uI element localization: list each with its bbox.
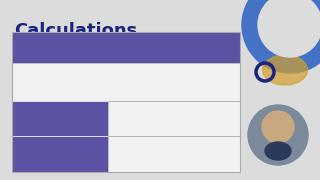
Circle shape [248,105,308,165]
FancyBboxPatch shape [12,32,240,63]
Text: 1.1992: 1.1992 [161,150,187,159]
FancyBboxPatch shape [12,136,108,172]
FancyBboxPatch shape [108,101,240,136]
FancyBboxPatch shape [108,136,240,172]
Text: K1: K1 [55,114,65,123]
FancyBboxPatch shape [12,101,108,136]
Ellipse shape [265,142,291,160]
Circle shape [242,0,320,73]
Text: Calculations: Calculations [14,22,137,40]
Text: 0.8376: 0.8376 [161,114,187,123]
Text: K = y/x = Psat/P: K = y/x = Psat/P [85,77,167,86]
Text: K2: K2 [55,150,65,159]
Ellipse shape [262,55,308,85]
Text: From Raoult's law: From Raoult's law [95,44,157,50]
Circle shape [258,0,320,57]
Circle shape [262,111,294,143]
FancyBboxPatch shape [12,63,240,101]
